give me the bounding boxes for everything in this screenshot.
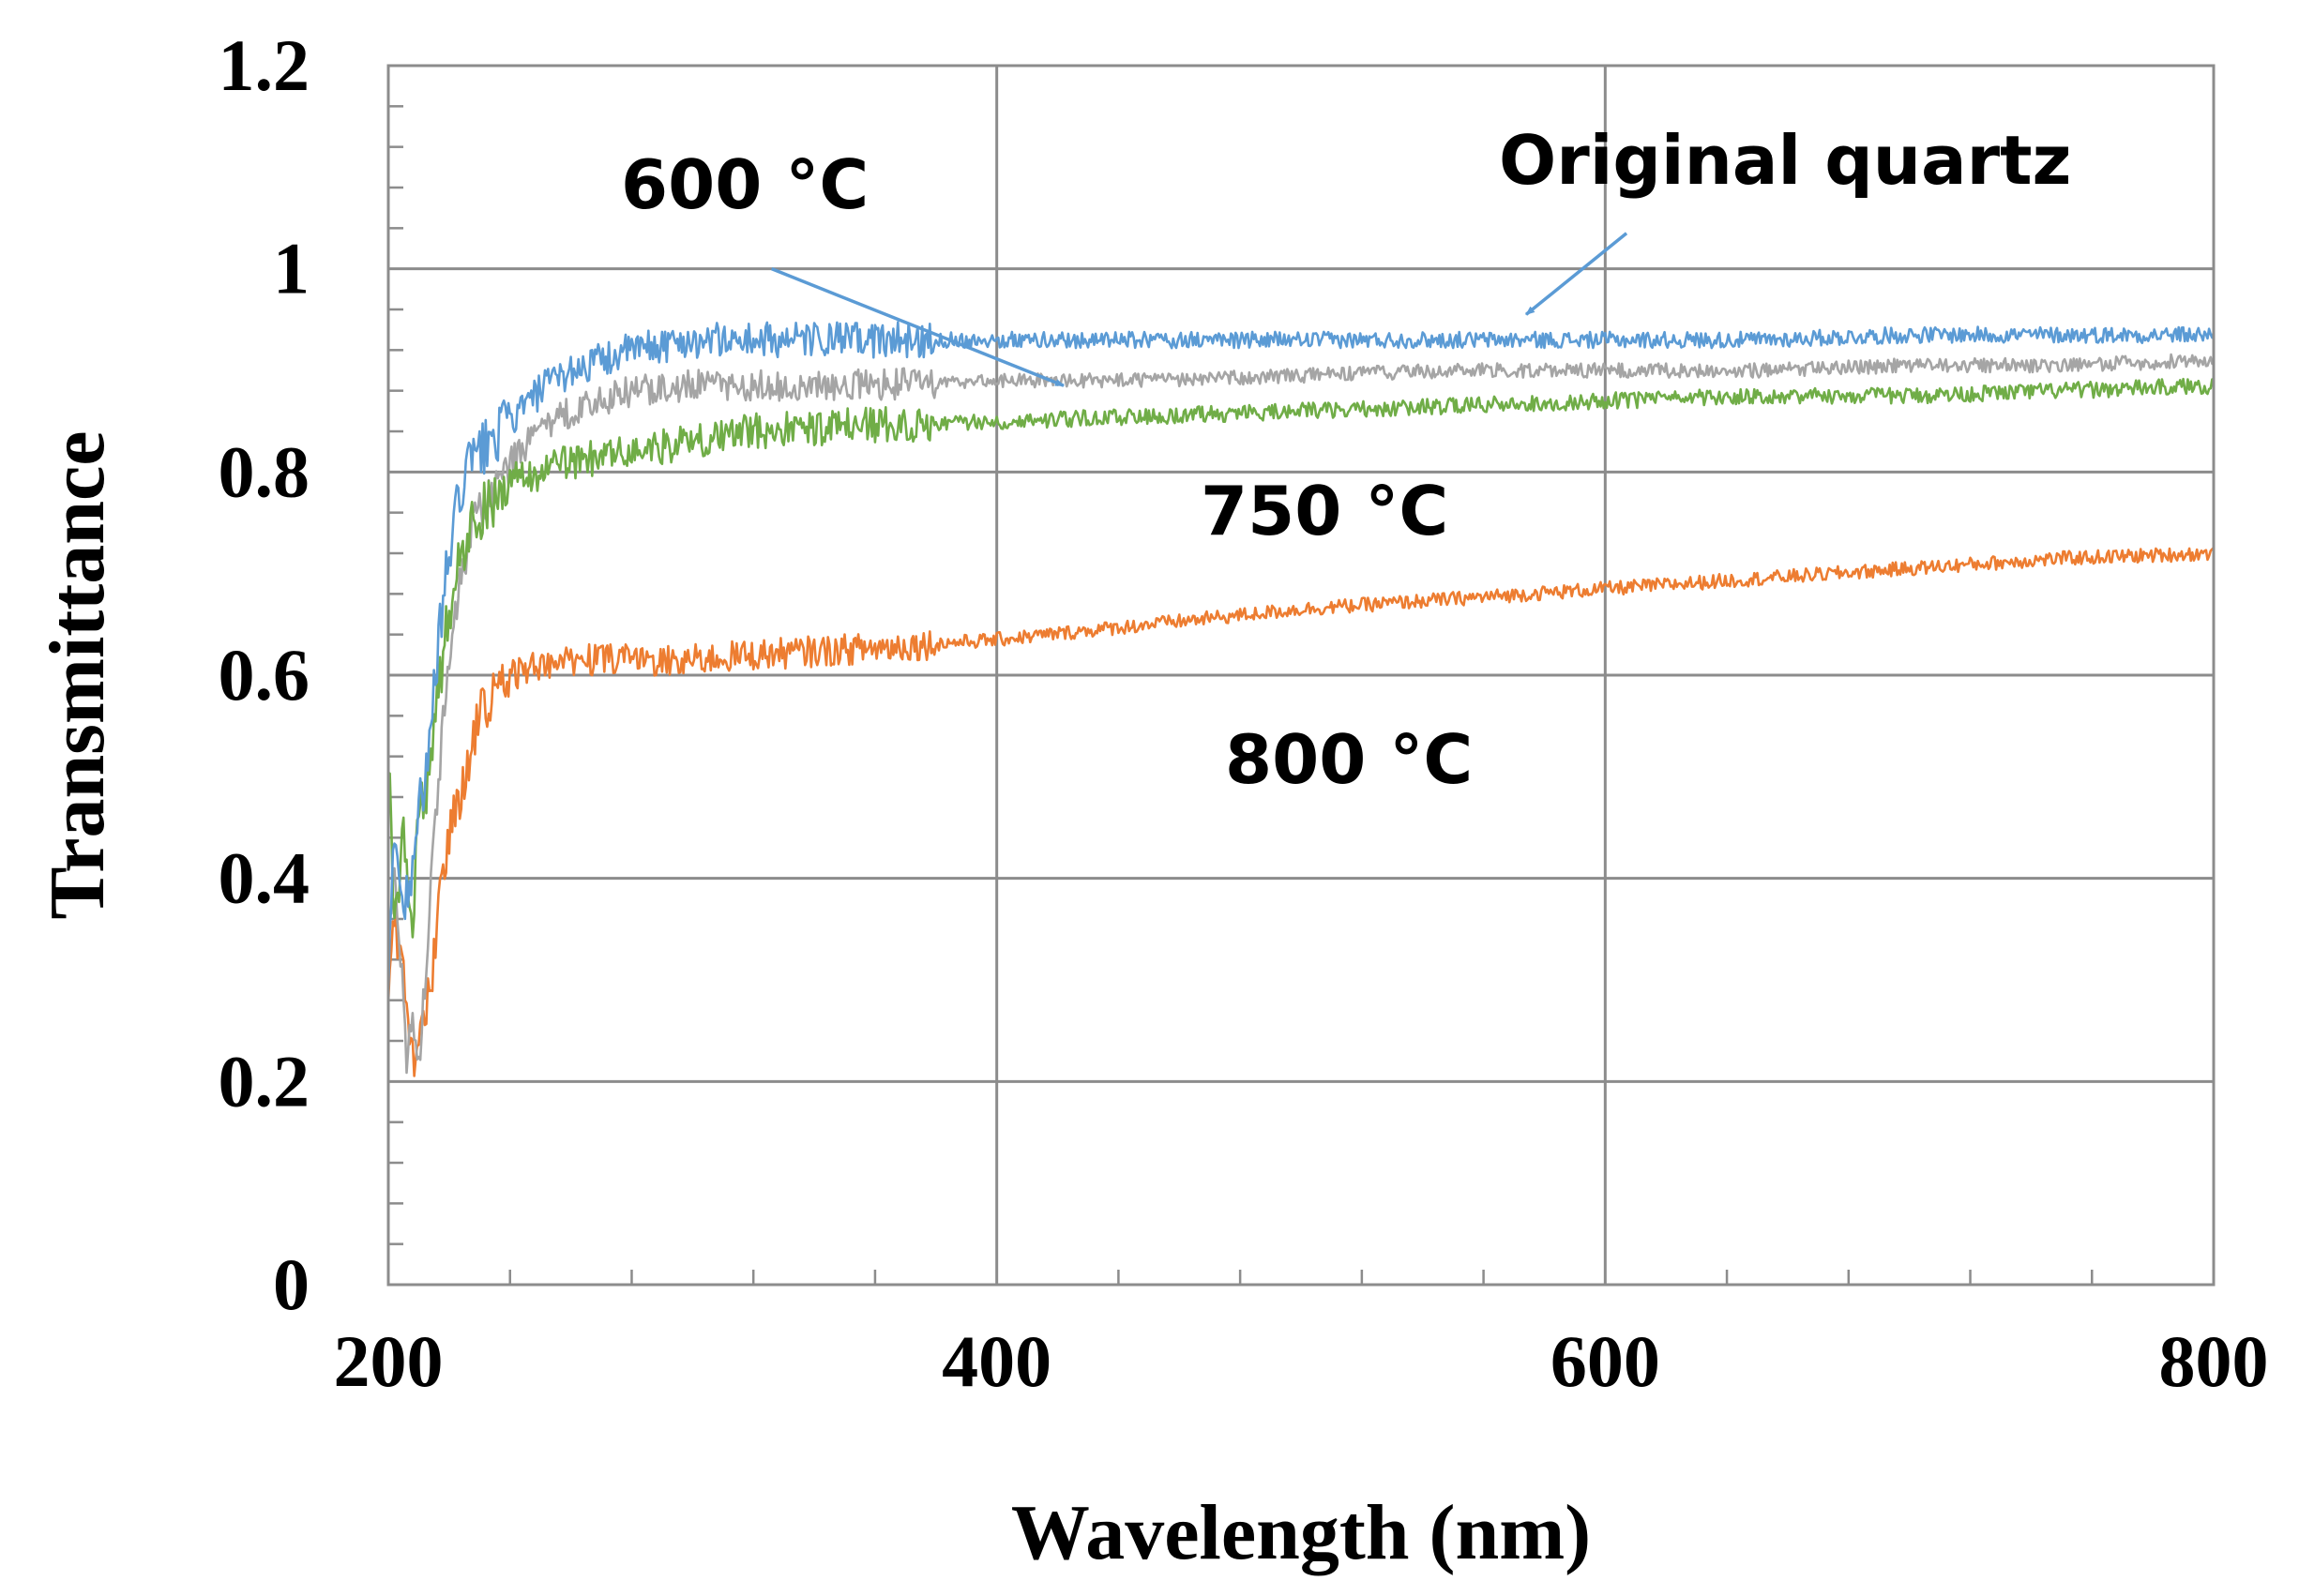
y-tick-label: 0.8 — [219, 430, 310, 512]
x-tick-label: 400 — [942, 1320, 1051, 1402]
original-quartz-arrow — [1524, 232, 1628, 316]
annotation-layer: Original quartz 600 °C 750 °C 800 °C — [621, 121, 2071, 799]
tick-label-layer: 0 0.2 0.4 0.6 0.8 1 1.2 200 400 600 800 — [219, 24, 2269, 1402]
y-tick-label: 0.6 — [219, 634, 310, 715]
plot-frame — [386, 64, 2216, 1287]
series-layer — [386, 321, 2216, 1077]
grid-layer — [386, 64, 2216, 1287]
annotation-750c: 750 °C — [1201, 472, 1448, 550]
series-line-750-c — [387, 377, 2216, 939]
y-axis-title: Transmittance — [34, 430, 121, 919]
series-line-original-quartz — [386, 321, 2216, 1000]
x-tick-label: 200 — [334, 1320, 444, 1402]
series-line-600-c — [386, 353, 2216, 1075]
annotation-original-quartz: Original quartz — [1499, 121, 2071, 200]
600c-arrow — [771, 267, 1065, 387]
minor-tick-layer — [388, 105, 2094, 1285]
y-tick-label: 1 — [273, 228, 310, 309]
y-tick-label: 1.2 — [219, 24, 310, 106]
y-tick-label: 0.4 — [219, 837, 310, 919]
annotation-800c: 800 °C — [1225, 720, 1473, 799]
y-tick-label: 0 — [273, 1243, 310, 1325]
x-tick-label: 600 — [1550, 1320, 1660, 1402]
x-axis-title: Wavelength (nm) — [1011, 1489, 1591, 1576]
series-line-800-c — [386, 547, 2215, 1077]
x-tick-label: 800 — [2159, 1320, 2269, 1402]
y-tick-label: 0.2 — [219, 1040, 310, 1122]
annotation-600c: 600 °C — [621, 145, 869, 224]
